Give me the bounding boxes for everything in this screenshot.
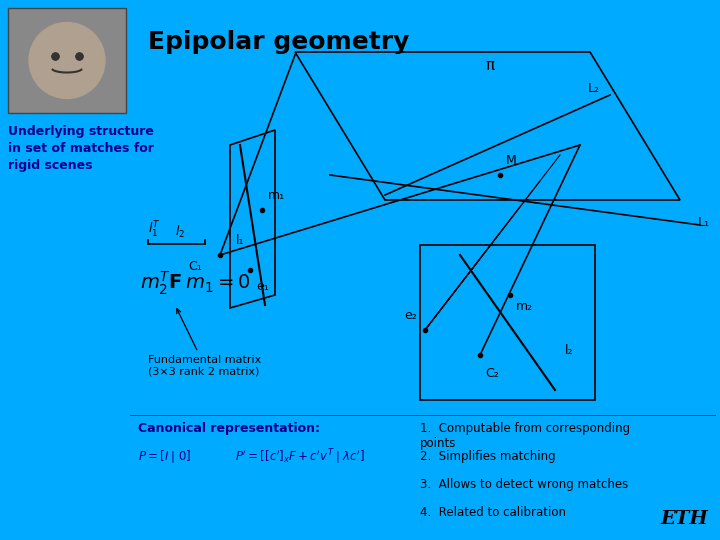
Text: m₂: m₂: [516, 300, 533, 313]
Text: l₂: l₂: [565, 343, 574, 356]
Text: 1.  Computable from corresponding
points: 1. Computable from corresponding points: [420, 422, 630, 450]
Text: ETH: ETH: [660, 510, 708, 528]
Text: $m_2^T\mathbf{F}\,m_1=0$: $m_2^T\mathbf{F}\,m_1=0$: [140, 270, 251, 298]
Text: $P=[I\mid 0]$: $P=[I\mid 0]$: [138, 448, 191, 464]
Text: e₂: e₂: [404, 309, 417, 322]
Text: M: M: [506, 154, 517, 167]
Text: m₁: m₁: [268, 189, 285, 202]
Text: $l_2$: $l_2$: [175, 224, 185, 240]
Text: C₁: C₁: [188, 260, 202, 273]
Text: L₂: L₂: [588, 82, 600, 94]
Text: L₁: L₁: [698, 215, 710, 228]
Bar: [8, 8, 126, 113]
Text: $P'=[[c']_x F+c'v^T \mid \lambda c']$: $P'=[[c']_x F+c'v^T \mid \lambda c']$: [235, 448, 365, 467]
Text: e₁: e₁: [256, 280, 269, 293]
Text: 2.  Simplifies matching: 2. Simplifies matching: [420, 450, 556, 463]
Text: Epipolar geometry: Epipolar geometry: [148, 30, 410, 54]
Text: Canonical representation:: Canonical representation:: [138, 422, 320, 435]
Text: C₂: C₂: [485, 367, 499, 380]
Circle shape: [29, 23, 105, 98]
Text: Underlying structure
in set of matches for
rigid scenes: Underlying structure in set of matches f…: [8, 125, 154, 172]
Text: 4.  Related to calibration: 4. Related to calibration: [420, 506, 566, 519]
Text: $l_1^T$: $l_1^T$: [148, 220, 161, 240]
Text: Fundamental matrix
(3×3 rank 2 matrix): Fundamental matrix (3×3 rank 2 matrix): [148, 309, 261, 376]
Text: π: π: [485, 58, 495, 73]
Text: 3.  Allows to detect wrong matches: 3. Allows to detect wrong matches: [420, 478, 629, 491]
Text: l₁: l₁: [235, 233, 244, 246]
